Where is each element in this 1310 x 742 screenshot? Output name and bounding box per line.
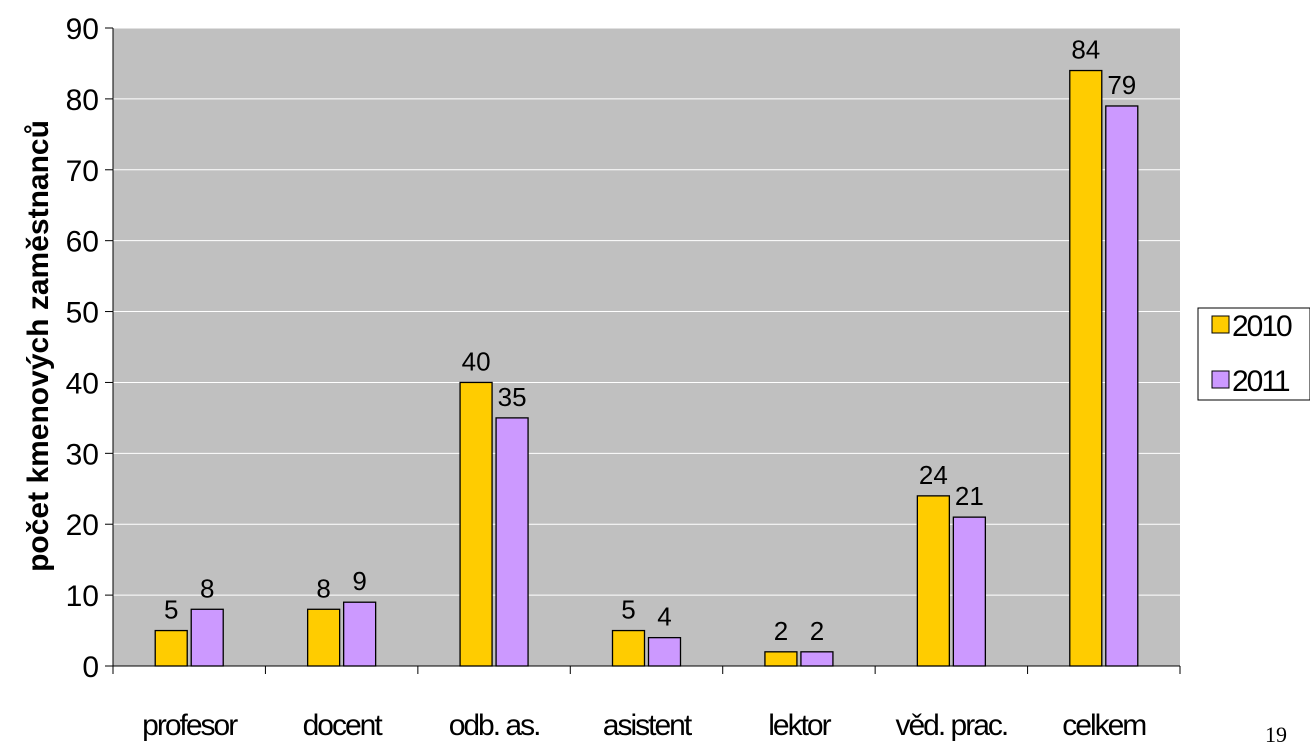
x-category-label: docent (303, 709, 384, 742)
data-label: 2 (810, 616, 824, 646)
bar-2010 (306, 608, 341, 667)
y-tick-label: 10 (66, 580, 99, 613)
data-label: 5 (621, 595, 635, 625)
data-label: 21 (955, 481, 984, 511)
data-label: 5 (164, 595, 178, 625)
x-category-labels: profesor docent odb. as. asistent lektor věd.… (142, 709, 1148, 742)
legend-swatch-2011 (1211, 370, 1230, 389)
data-label: 8 (316, 573, 330, 603)
gridlines (113, 27, 1180, 596)
axes (105, 27, 1181, 674)
bar-2010 (154, 629, 188, 667)
y-tick-label: 80 (66, 84, 99, 117)
bar-2011 (800, 651, 834, 667)
y-tick-label: 20 (66, 509, 99, 542)
data-label: 9 (352, 566, 366, 596)
bars (154, 69, 1139, 667)
page-number: 19 (1265, 722, 1287, 742)
y-tick-label: 40 (66, 367, 99, 400)
legend-label-2011: 2011 (1232, 365, 1290, 398)
plot-area (113, 28, 1180, 666)
bar-2010 (459, 381, 493, 667)
y-tick-label: 0 (82, 651, 99, 684)
x-category-label: celkem (1062, 709, 1146, 742)
x-category-label: asistent (603, 709, 693, 742)
x-category-label: věd. prac. (895, 709, 1007, 742)
y-tick-labels: 0 10 20 30 40 50 60 70 80 90 (66, 13, 99, 684)
bar-2010 (1069, 69, 1103, 667)
bar-2011 (342, 601, 377, 667)
y-tick-label: 60 (66, 226, 99, 259)
bar-2011 (647, 636, 682, 667)
bar-2010 (611, 629, 646, 667)
data-label: 79 (1107, 70, 1136, 100)
bar-2011 (1105, 105, 1139, 667)
x-category-label: profesor (142, 709, 238, 742)
y-tick-label: 70 (66, 155, 99, 188)
bar-2011 (495, 417, 529, 667)
data-label: 35 (498, 382, 527, 412)
y-tick-label: 30 (66, 438, 99, 471)
data-label: 2 (774, 616, 788, 646)
x-category-label: lektor (768, 709, 831, 742)
bar-2010 (764, 651, 798, 667)
data-label: 84 (1071, 35, 1100, 65)
bar-2011 (190, 608, 224, 667)
legend-swatch-2010 (1211, 315, 1230, 334)
data-label: 40 (462, 346, 491, 376)
y-axis-label: počet kmenových zaměstnanců (22, 120, 55, 572)
bar-2010 (916, 495, 951, 667)
y-tick-label: 90 (66, 13, 99, 46)
x-category-label: odb. as. (449, 709, 540, 742)
data-label: 24 (919, 460, 948, 490)
data-label: 8 (200, 573, 214, 603)
y-tick-label: 50 (66, 297, 99, 330)
bar-2011 (952, 516, 987, 667)
data-label: 4 (657, 602, 671, 632)
legend: 2010 2011 (1197, 307, 1310, 401)
legend-label-2010: 2010 (1232, 310, 1292, 343)
